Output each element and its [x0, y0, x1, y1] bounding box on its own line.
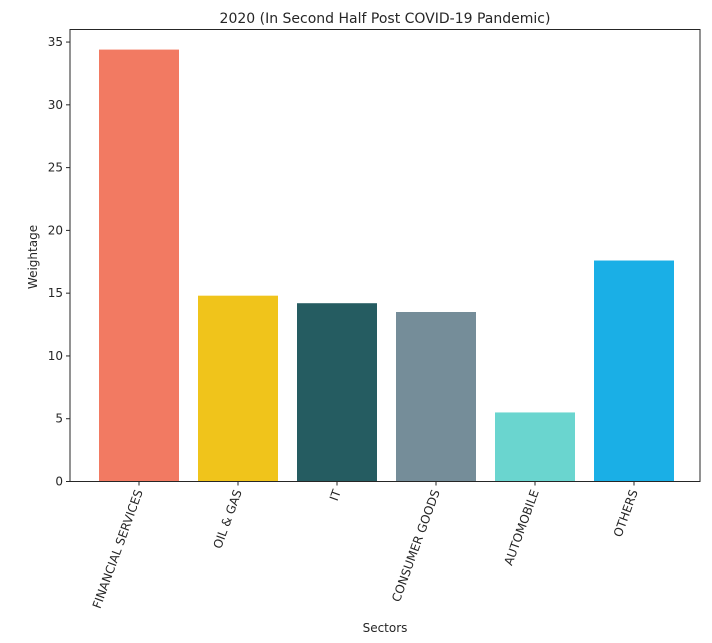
y-tick-label: 20 — [48, 223, 63, 237]
bar-2 — [297, 303, 377, 482]
x-tick-label: CONSUMER GOODS — [389, 488, 443, 604]
x-tick-label: FINANCIAL SERVICES — [90, 488, 146, 611]
y-tick-label: 35 — [48, 35, 63, 49]
y-tick-label: 15 — [48, 286, 63, 300]
bar-5 — [594, 260, 674, 482]
x-tick-label: OTHERS — [611, 488, 641, 539]
x-tick-label: OIL & GAS — [211, 488, 245, 551]
y-axis-ticks: 0 5 10 15 20 25 30 35 — [48, 35, 70, 489]
bars — [99, 49, 674, 482]
bar-0 — [99, 49, 179, 482]
x-tick-label: AUTOMOBILE — [501, 488, 541, 568]
y-tick-label: 5 — [55, 412, 63, 426]
y-tick-label: 10 — [48, 349, 63, 363]
x-tick-label: IT — [327, 487, 344, 503]
y-tick-label: 25 — [48, 161, 63, 175]
y-axis-label: Weightage — [26, 225, 40, 289]
x-axis-label: Sectors — [363, 621, 408, 635]
bar-1 — [198, 295, 278, 482]
bar-3 — [396, 312, 476, 482]
y-tick-label: 30 — [48, 98, 63, 112]
y-tick-label: 0 — [55, 475, 63, 489]
chart-title: 2020 (In Second Half Post COVID-19 Pande… — [220, 11, 551, 27]
plot-frame — [69, 29, 701, 482]
bar-4 — [495, 412, 575, 482]
x-axis-ticks: FINANCIAL SERVICES OIL & GAS IT CONSUMER GO… — [90, 481, 641, 611]
